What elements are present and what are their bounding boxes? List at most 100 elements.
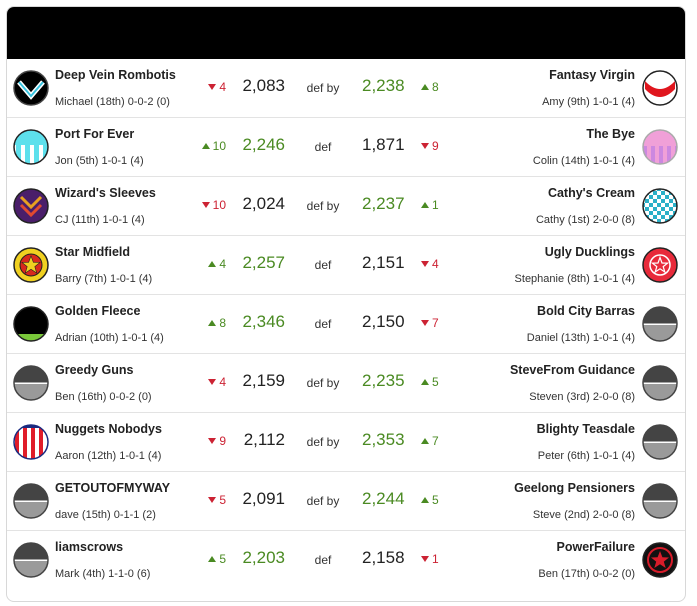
match-row[interactable]: Nuggets Nobodys Aaron (12th) 1-0-1 (4) 9 2,…: [7, 413, 685, 472]
home-rank-change: 4: [208, 80, 226, 94]
away-team-name[interactable]: Fantasy Virgin: [549, 68, 635, 82]
home-team-name[interactable]: Nuggets Nobodys: [55, 422, 162, 436]
away-rank-change-value: 1: [432, 552, 439, 566]
arrow-down-icon: [208, 379, 217, 385]
purple-chevrons-logo-icon[interactable]: [12, 187, 50, 225]
away-rank-change: 5: [421, 493, 439, 507]
away-team-name[interactable]: PowerFailure: [556, 540, 636, 554]
default-logo-icon[interactable]: [12, 364, 50, 402]
home-rank-change-value: 9: [219, 434, 226, 448]
away-rank-change: 1: [421, 198, 439, 212]
away-team-name[interactable]: Bold City Barras: [537, 304, 635, 318]
away-score: 2,151: [362, 253, 405, 272]
match-row[interactable]: Wizard's Sleeves CJ (11th) 1-0-1 (4) 10 2,0…: [7, 177, 685, 236]
home-rank-change: 10: [201, 198, 226, 212]
away-score: 2,235: [362, 371, 405, 390]
default-logo-icon[interactable]: [12, 541, 50, 579]
away-coach-record: Daniel (13th) 1-0-1 (4): [526, 332, 635, 344]
arrow-up-icon: [421, 84, 429, 90]
match-row[interactable]: Golden Fleece Adrian (10th) 1-0-1 (4) 8 2,3…: [7, 295, 685, 354]
away-team-name[interactable]: SteveFrom Guidance: [509, 363, 635, 377]
home-coach-record: Jon (5th) 1-0-1 (4): [55, 155, 144, 167]
home-rank-change-value: 5: [219, 552, 226, 566]
away-score: 2,150: [362, 312, 405, 331]
arrow-up-icon: [208, 556, 217, 562]
home-score: 2,203: [242, 548, 285, 567]
home-rank-change-value: 5: [219, 493, 226, 507]
home-team-name[interactable]: GETOUTOFMYWAY: [55, 481, 171, 495]
chevron-logo-icon[interactable]: [12, 69, 50, 107]
home-team-name[interactable]: liamscrows: [55, 540, 124, 554]
match-row[interactable]: Greedy Guns Ben (16th) 0-0-2 (0) 4 2,159 def…: [7, 354, 685, 413]
away-team-name[interactable]: Blighty Teasdale: [536, 422, 635, 436]
match-row[interactable]: liamscrows Mark (4th) 1-1-0 (6) 5 2,203 def 2…: [7, 531, 685, 590]
away-rank-change: 4: [421, 257, 439, 271]
away-rank-change: 5: [421, 375, 439, 389]
arrow-up-icon: [421, 379, 429, 385]
away-team-name[interactable]: Cathy's Cream: [547, 186, 635, 200]
away-rank-change-value: 4: [432, 257, 439, 271]
black-green-logo-icon[interactable]: [12, 305, 50, 343]
match-row[interactable]: Port For Ever Jon (5th) 1-0-1 (4) 10 2,246 d…: [7, 118, 685, 177]
away-team-name[interactable]: Ugly Ducklings: [544, 245, 635, 259]
default-logo-icon[interactable]: [641, 364, 679, 402]
black-red-star-logo-icon[interactable]: [641, 541, 679, 579]
away-coach-record: Amy (9th) 1-0-1 (4): [542, 96, 635, 108]
home-team-name[interactable]: Greedy Guns: [55, 363, 134, 377]
match-row[interactable]: Star Midfield Barry (7th) 1-0-1 (4) 4 2,257…: [7, 236, 685, 295]
away-rank-change-value: 7: [432, 316, 439, 330]
home-team-name[interactable]: Deep Vein Rombotis: [55, 68, 176, 82]
red-star-logo-icon[interactable]: [641, 246, 679, 284]
pink-stripes-logo-icon[interactable]: [641, 128, 679, 166]
away-coach-record: Ben (17th) 0-0-2 (0): [538, 568, 635, 580]
away-rank-change-value: 8: [432, 80, 439, 94]
red-sash-logo-icon[interactable]: [641, 69, 679, 107]
home-rank-change: 8: [208, 316, 226, 330]
checker-logo-icon[interactable]: [641, 187, 679, 225]
home-score: 2,024: [242, 194, 285, 213]
yellow-star-logo-icon[interactable]: [12, 246, 50, 284]
fixtures-header: [7, 7, 685, 59]
default-logo-icon[interactable]: [12, 482, 50, 520]
away-score: 2,244: [362, 489, 405, 508]
home-team-name[interactable]: Port For Ever: [55, 127, 135, 141]
default-logo-icon[interactable]: [641, 423, 679, 461]
home-score: 2,083: [242, 76, 285, 95]
match-result: def: [314, 140, 332, 154]
away-coach-record: Colin (14th) 1-0-1 (4): [532, 155, 635, 167]
cyan-stripes-logo-icon[interactable]: [12, 128, 50, 166]
away-rank-change: 9: [421, 139, 439, 153]
home-score: 2,112: [243, 430, 285, 449]
arrow-up-icon: [201, 143, 210, 149]
home-team-name[interactable]: Wizard's Sleeves: [55, 186, 156, 200]
home-rank-change-value: 4: [219, 257, 226, 271]
red-stripes-logo-icon[interactable]: [12, 423, 50, 461]
away-team-name[interactable]: The Bye: [586, 127, 635, 141]
away-rank-change: 7: [421, 316, 439, 330]
arrow-down-icon: [201, 202, 210, 208]
arrow-down-icon: [208, 84, 217, 90]
match-result: def: [314, 258, 332, 272]
match-result: def by: [306, 199, 340, 213]
away-team-name[interactable]: Geelong Pensioners: [514, 481, 635, 495]
default-logo-icon[interactable]: [641, 305, 679, 343]
home-rank-change: 10: [201, 139, 226, 153]
match-row[interactable]: GETOUTOFMYWAY dave (15th) 0-1-1 (2) 5 2,091…: [7, 472, 685, 531]
home-rank-change-value: 4: [219, 80, 226, 94]
arrow-up-icon: [208, 320, 217, 326]
default-logo-icon[interactable]: [641, 482, 679, 520]
away-rank-change-value: 7: [432, 434, 439, 448]
away-coach-record: Cathy (1st) 2-0-0 (8): [535, 214, 635, 226]
home-team-name[interactable]: Star Midfield: [55, 245, 131, 259]
home-coach-record: Ben (16th) 0-0-2 (0): [55, 391, 152, 403]
home-rank-change: 9: [208, 434, 226, 448]
home-score: 2,346: [242, 312, 285, 331]
away-score: 2,237: [362, 194, 405, 213]
match-result: def by: [306, 494, 340, 508]
home-coach-record: Barry (7th) 1-0-1 (4): [55, 273, 153, 285]
home-coach-record: CJ (11th) 1-0-1 (4): [55, 214, 145, 226]
away-rank-change-value: 1: [432, 198, 439, 212]
home-team-name[interactable]: Golden Fleece: [55, 304, 141, 318]
match-result: def: [314, 317, 332, 331]
match-row[interactable]: Deep Vein Rombotis Michael (18th) 0-0-2 (…: [7, 59, 685, 118]
